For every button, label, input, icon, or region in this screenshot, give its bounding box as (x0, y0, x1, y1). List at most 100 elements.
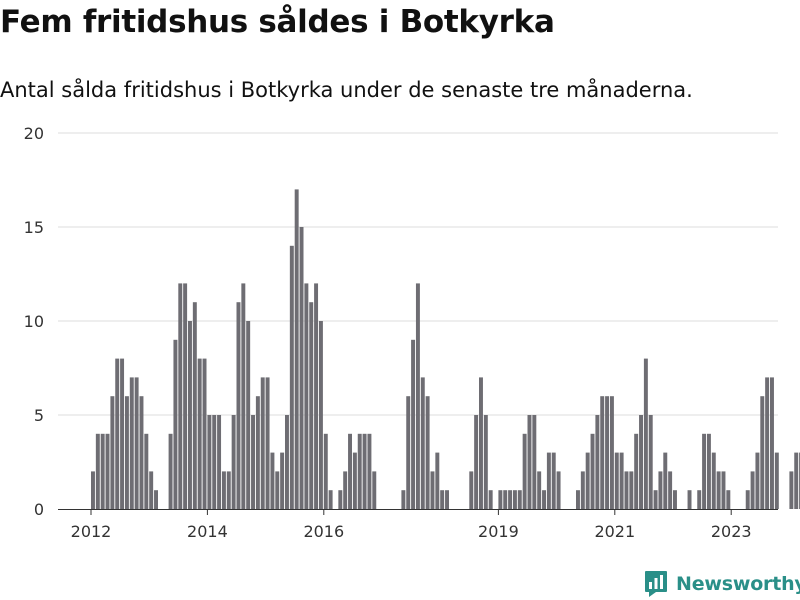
bar (265, 377, 270, 509)
bar (503, 490, 508, 509)
bar (299, 227, 304, 509)
bar (629, 471, 634, 509)
bar (542, 490, 546, 509)
bar (551, 452, 556, 509)
bar (352, 452, 357, 509)
bar (609, 396, 614, 509)
bar-chart-speech-bubble-icon (645, 571, 667, 597)
bar (711, 452, 716, 509)
x-tick-label: 2023 (711, 522, 752, 541)
bar (100, 433, 105, 509)
bar (445, 490, 449, 509)
bar (590, 433, 595, 509)
bar (207, 415, 212, 509)
bar (275, 471, 280, 509)
bar (755, 452, 760, 509)
bar (512, 490, 517, 509)
bar (120, 358, 125, 509)
bar (309, 302, 314, 509)
bar (221, 471, 226, 509)
bar (188, 321, 192, 509)
bar (580, 471, 585, 509)
bar (469, 471, 474, 509)
bar (139, 396, 144, 509)
bar (726, 490, 731, 509)
bar (648, 415, 653, 509)
x-tick-label: 2021 (594, 522, 635, 541)
bar (348, 433, 352, 509)
bar (415, 283, 420, 509)
bar (168, 433, 173, 509)
bar (687, 490, 692, 509)
bar (304, 283, 309, 509)
bar (483, 415, 488, 509)
bar (192, 302, 197, 509)
bar (183, 283, 188, 509)
bar (411, 339, 416, 509)
bar (129, 377, 134, 509)
bar (614, 452, 619, 509)
bar (280, 452, 285, 509)
bar (236, 302, 241, 509)
bar (479, 377, 483, 509)
bar (488, 490, 493, 509)
bar (600, 396, 605, 509)
bar (702, 433, 707, 509)
bar (508, 490, 513, 509)
bar (663, 452, 668, 509)
bar (697, 490, 702, 509)
bar (653, 490, 658, 509)
newsworthy-logo: Newsworthy (644, 570, 800, 598)
bar (367, 433, 372, 509)
bar (173, 339, 178, 509)
bar (522, 433, 527, 509)
bar (241, 283, 246, 509)
bar (212, 415, 217, 509)
x-tick-label: 2016 (303, 522, 344, 541)
bar (750, 471, 755, 509)
y-tick-label: 20 (24, 124, 44, 143)
bar (585, 452, 590, 509)
bar (401, 490, 406, 509)
bar (217, 415, 222, 509)
bars (91, 189, 800, 510)
bar (605, 396, 610, 509)
bar (639, 415, 643, 509)
bar (532, 415, 537, 509)
bar (362, 433, 367, 509)
bar (668, 471, 673, 509)
bar (546, 452, 551, 509)
bar (624, 471, 629, 509)
bar (517, 490, 522, 509)
bar (425, 396, 430, 509)
bar (706, 433, 711, 509)
bar (420, 377, 425, 509)
bar (789, 471, 794, 509)
bar (634, 433, 639, 509)
y-axis-labels: 0 5 10 15 20 (24, 124, 44, 519)
bar (285, 415, 289, 509)
bar (372, 471, 377, 509)
bar (95, 433, 100, 509)
x-tick-label: 2019 (478, 522, 519, 541)
bar (673, 490, 677, 509)
bar (246, 321, 251, 509)
y-tick-label: 0 (34, 500, 44, 519)
bar (774, 452, 779, 509)
bar (124, 396, 129, 509)
x-tick-label: 2012 (71, 522, 112, 541)
bar (255, 396, 260, 509)
bar (314, 283, 319, 509)
bar (498, 490, 503, 509)
bar (721, 471, 726, 509)
bar (430, 471, 435, 509)
bar (115, 358, 120, 509)
bar (226, 471, 231, 509)
bar (231, 415, 236, 509)
y-tick-label: 5 (34, 406, 44, 425)
bar (144, 433, 149, 509)
brand-name: Newsworthy (676, 573, 800, 595)
bar (440, 490, 445, 509)
bar (260, 377, 265, 509)
